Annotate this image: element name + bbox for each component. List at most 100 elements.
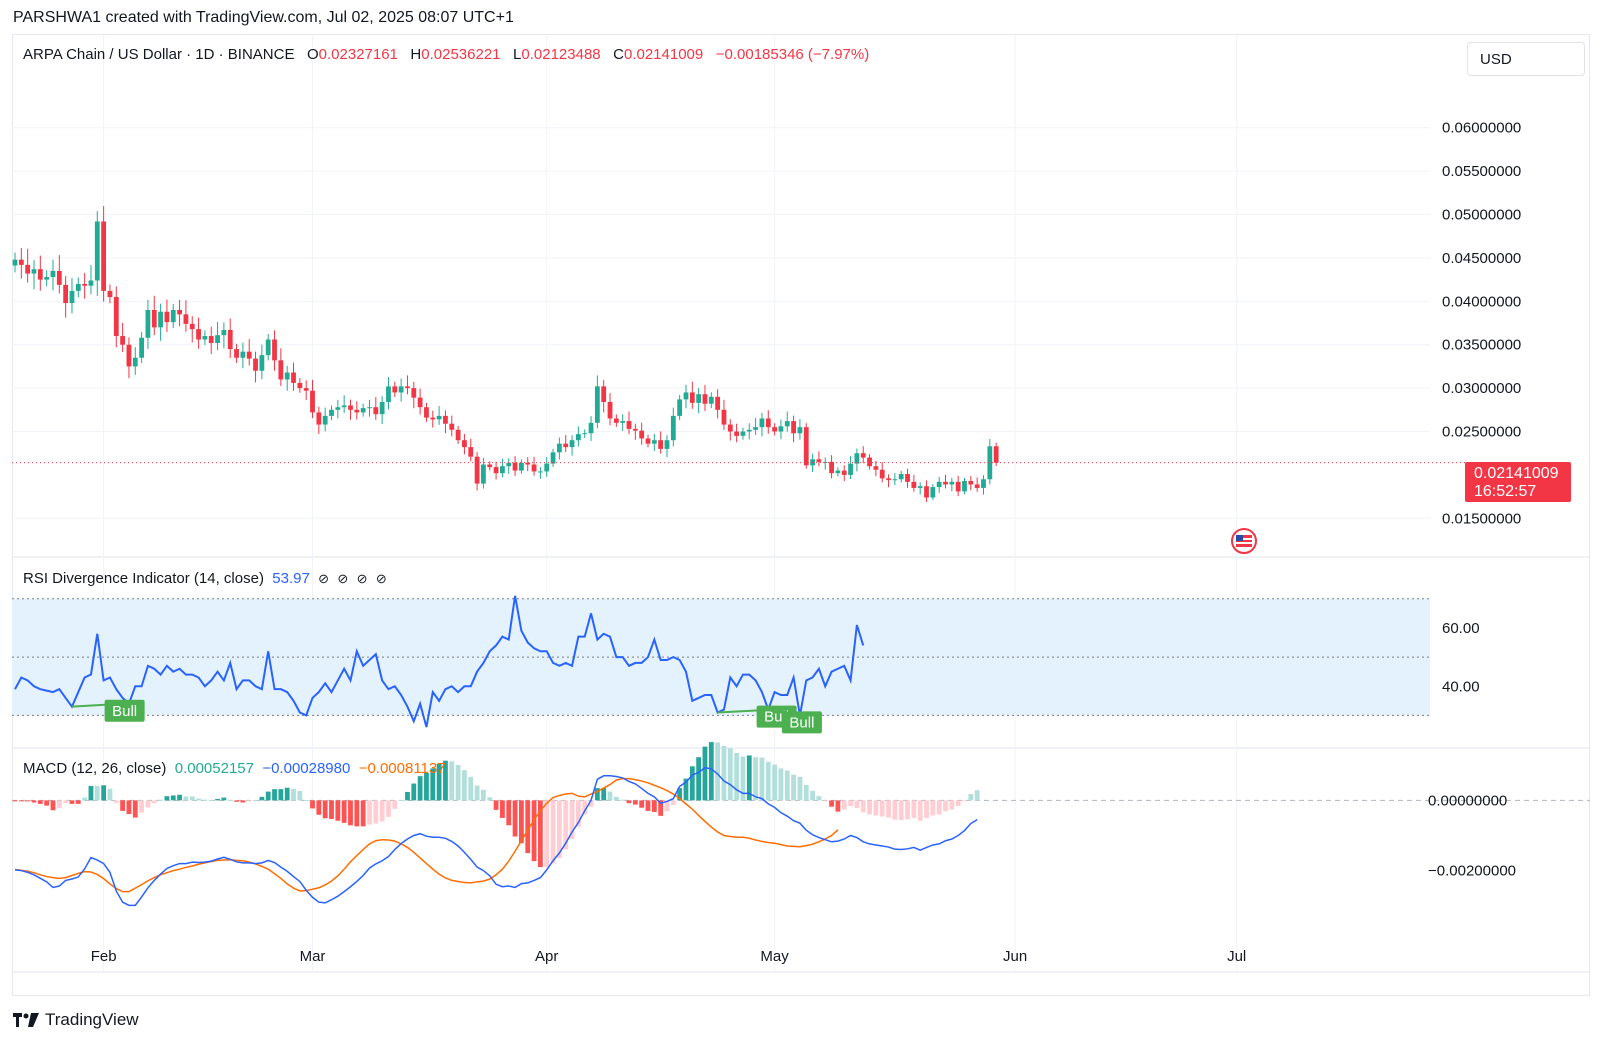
candle-body (949, 481, 955, 485)
macd-histogram-bar (272, 789, 277, 801)
macd-histogram-bar (759, 757, 765, 801)
macd-histogram-bar (303, 800, 309, 802)
candle-body (658, 440, 664, 449)
candle-body (18, 259, 24, 265)
macd-histogram-bar (373, 800, 379, 824)
macd-histogram-bar (265, 791, 271, 801)
macd-histogram-bar (253, 800, 258, 802)
macd-histogram-bar (246, 800, 252, 802)
candle-body (101, 221, 107, 291)
macd-histogram-bar (63, 800, 69, 804)
macd-title[interactable]: MACD (12, 26, close) (23, 760, 167, 777)
macd-histogram-bar (31, 800, 37, 803)
candle-body (892, 479, 898, 481)
bull-label-box (781, 711, 822, 734)
flag-stripe (1236, 538, 1252, 540)
open-value: 0.02327161 (318, 46, 398, 63)
candle-body (708, 396, 714, 404)
candle-body (354, 409, 360, 413)
price-axis-tick: 0.03500000 (1442, 337, 1521, 354)
candlestick-series (12, 206, 1465, 554)
macd-histogram-bar (525, 800, 531, 854)
macd-histogram-bar (379, 800, 385, 822)
footer-brand[interactable]: TradingView (13, 1010, 139, 1030)
symbol-title[interactable]: ARPA Chain / US Dollar · 1D · BINANCE (23, 46, 295, 63)
time-axis-tick: Mar (300, 948, 326, 965)
rsi-axis-tick: 40.00 (1442, 678, 1480, 695)
macd-histogram-bar (670, 800, 676, 805)
eye-off-icon[interactable]: ⊘ (356, 571, 368, 586)
macd-histogram-bar (278, 789, 284, 801)
macd-histogram-bar (487, 797, 493, 801)
candle-body (531, 464, 537, 472)
macd-histogram-bar (708, 742, 714, 801)
price-axis-tick: 0.02500000 (1442, 424, 1521, 441)
candle-body (411, 388, 417, 398)
candle-body (474, 456, 480, 484)
macd-histogram-bar (772, 764, 777, 801)
macd-histogram-bar (582, 800, 588, 815)
candle-body (335, 407, 341, 410)
candle-body (734, 431, 740, 436)
macd-histogram-bar (810, 790, 815, 801)
eye-off-icon[interactable]: ⊘ (318, 571, 330, 586)
macd-histogram-bar (816, 796, 822, 801)
candle-body (860, 453, 866, 458)
macd-series (12, 742, 980, 907)
candle-body (740, 431, 746, 436)
candle-body (259, 355, 265, 371)
candle-body (37, 269, 43, 280)
candle-body (291, 372, 296, 383)
candle-body (63, 284, 69, 304)
macd-histogram-bar (664, 800, 670, 812)
macd-histogram-bar (879, 800, 885, 817)
price-axis-tick: 0.06000000 (1442, 120, 1521, 137)
candle-body (645, 438, 651, 444)
currency-button[interactable]: USD (1467, 42, 1585, 76)
candle-body (550, 452, 556, 464)
macd-histogram-bar (234, 800, 239, 802)
candle-body (772, 427, 777, 432)
bull-label: Bull (789, 714, 814, 731)
macd-histogram-bar (474, 785, 480, 801)
macd-histogram-bar (386, 800, 391, 817)
macd-histogram-bar (360, 800, 366, 827)
macd-histogram-bar (563, 800, 569, 850)
candle-body (392, 386, 398, 393)
rsi-band (12, 598, 1430, 716)
macd-histogram-bar (348, 800, 353, 826)
macd-histogram-bar (860, 800, 866, 813)
candle-body (575, 434, 581, 441)
eye-off-icon[interactable]: ⊘ (375, 571, 387, 586)
candle-body (373, 407, 379, 415)
macd-histogram-bar (411, 783, 417, 801)
candle-body (316, 412, 322, 425)
candle-body (139, 337, 144, 358)
candle-body (69, 290, 75, 304)
macd-histogram-bar (848, 800, 853, 806)
macd-histogram-bar (227, 800, 233, 802)
price-axis-tick: 0.01500000 (1442, 510, 1521, 527)
macd-histogram-bar (443, 760, 448, 801)
rsi-value: 53.97 (272, 570, 310, 587)
macd-histogram-bar (898, 800, 904, 821)
candle-body (487, 464, 493, 468)
macd-histogram-bar (740, 756, 746, 801)
footer-brand-label: TradingView (45, 1010, 139, 1029)
eye-off-icon[interactable]: ⊘ (337, 571, 349, 586)
candle-body (664, 440, 670, 449)
macd-histogram-bar (88, 785, 94, 801)
candle-body (183, 314, 189, 324)
macd-histogram-bar (221, 797, 227, 801)
last-price-tag: 0.02141009 16:52:57 (1465, 462, 1571, 502)
macd-histogram-bar (177, 794, 182, 801)
candle-body (196, 329, 201, 340)
last-price-value: 0.02141009 (1474, 465, 1559, 482)
macd-histogram-bar (544, 800, 550, 868)
macd-histogram-bar (683, 778, 689, 801)
low-value: 0.02123488 (521, 46, 601, 63)
rsi-title[interactable]: RSI Divergence Indicator (14, close) (23, 570, 264, 587)
macd-histogram-bar (208, 800, 214, 802)
macd-histogram-bar (784, 770, 790, 801)
